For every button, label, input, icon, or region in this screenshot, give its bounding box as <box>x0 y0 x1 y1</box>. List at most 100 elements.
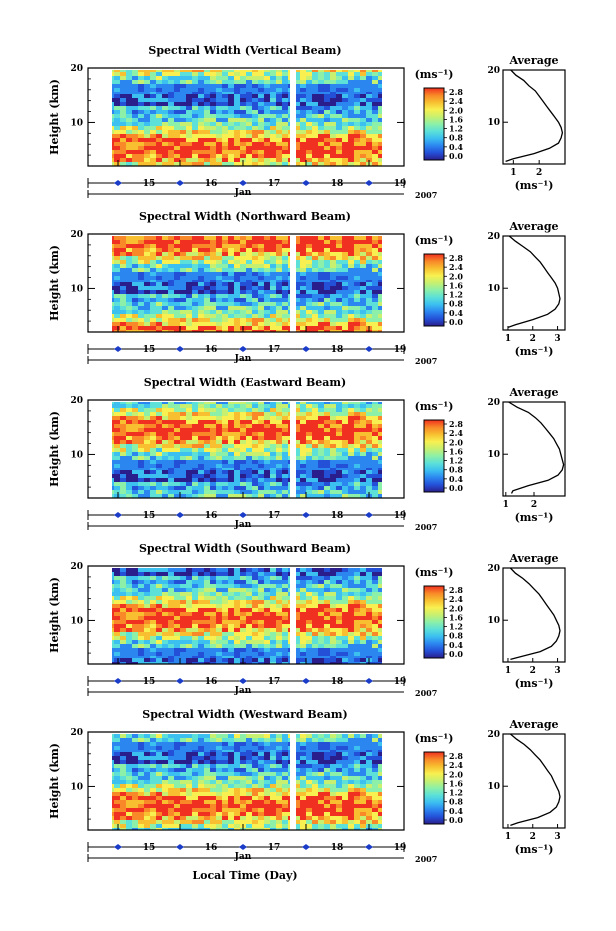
average-title: Average <box>508 552 558 565</box>
day-tick-marker <box>365 678 373 684</box>
day-label: 19 <box>394 843 407 853</box>
colorbar <box>423 419 445 493</box>
average-x-label: (ms⁻¹) <box>515 843 554 856</box>
average-x-tick-label: 1 <box>510 168 516 178</box>
colorbar-tick-label: 0.4 <box>449 806 463 816</box>
colorbar-tick-label: 0.4 <box>449 142 463 152</box>
colorbar-tick-label: 0.8 <box>449 299 463 309</box>
y-tick-label: 10 <box>70 450 83 460</box>
y-axis-label: Height (km) <box>48 411 61 487</box>
average-x-tick-label: 1 <box>505 832 511 842</box>
colorbar-tick-label: 0.4 <box>449 640 463 650</box>
colorbar-tick-label: 0.4 <box>449 474 463 484</box>
day-tick-marker <box>365 512 373 518</box>
colorbar-tick-label: 0.0 <box>449 483 463 493</box>
average-x-tick-label: 3 <box>554 666 560 676</box>
day-label: 18 <box>331 843 344 853</box>
y-tick-label: 10 <box>70 118 83 128</box>
day-label: 16 <box>205 843 218 853</box>
day-tick-marker <box>239 180 247 186</box>
day-tick-marker <box>365 844 373 850</box>
average-frame <box>502 69 566 165</box>
day-label: 17 <box>268 677 281 687</box>
average-x-tick-label: 3 <box>554 832 560 842</box>
average-x-label: (ms⁻¹) <box>515 345 554 358</box>
y-axis-label: Height (km) <box>48 577 61 653</box>
colorbar-tick-label: 0.4 <box>449 308 463 318</box>
day-label: 16 <box>205 677 218 687</box>
day-tick-marker <box>239 346 247 352</box>
colorbar-tick-label: 2.0 <box>449 437 463 447</box>
colorbar <box>423 585 445 659</box>
colorbar-tick-label: 2.0 <box>449 105 463 115</box>
colorbar-tick-label: 2.8 <box>449 751 463 761</box>
average-profile-line <box>507 235 561 329</box>
average-y-tick-label: 20 <box>487 232 500 242</box>
day-label: 16 <box>205 345 218 355</box>
average-profile-line <box>508 401 565 494</box>
day-tick-marker <box>239 844 247 850</box>
day-label: 16 <box>205 511 218 521</box>
colorbar-tick-label: 0.0 <box>449 317 463 327</box>
colorbar-tick-label: 1.2 <box>449 788 463 798</box>
colorbar-tick-label: 0.0 <box>449 649 463 659</box>
day-label: 17 <box>268 843 281 853</box>
y-axis-label: Height (km) <box>48 743 61 819</box>
colorbar-tick-label: 2.8 <box>449 253 463 263</box>
colorbar-tick-label: 2.4 <box>449 594 463 604</box>
day-label: 16 <box>205 179 218 189</box>
day-tick-marker <box>302 678 310 684</box>
year-label: 2007 <box>415 854 437 864</box>
y-tick-label: 20 <box>70 230 83 240</box>
colorbar-tick-label: 2.8 <box>449 87 463 97</box>
average-x-label: (ms⁻¹) <box>515 179 554 192</box>
day-label: 19 <box>394 179 407 189</box>
data-gap <box>290 566 296 664</box>
year-label: 2007 <box>415 688 437 698</box>
y-tick-label: 20 <box>70 64 83 74</box>
colorbar-tick-label: 2.4 <box>449 262 463 272</box>
colorbar-tick-label: 1.2 <box>449 456 463 466</box>
day-label: 19 <box>394 345 407 355</box>
colorbar-tick-label: 0.8 <box>449 631 463 641</box>
average-frame <box>502 235 566 331</box>
colorbar-tick-label: 2.0 <box>449 271 463 281</box>
y-tick-label: 20 <box>70 562 83 572</box>
beam-panel: Spectral Width (Northward Beam) 20 10 Heigh… <box>48 210 566 366</box>
panel-title: Spectral Width (Eastward Beam) <box>144 376 346 389</box>
average-x-label: (ms⁻¹) <box>515 677 554 690</box>
panel-title: Spectral Width (Vertical Beam) <box>148 44 341 57</box>
day-tick-marker <box>114 844 122 850</box>
average-frame <box>502 567 566 663</box>
average-title: Average <box>508 220 558 233</box>
day-tick-marker <box>114 180 122 186</box>
colorbar <box>423 87 445 161</box>
average-profile-line <box>509 733 561 827</box>
beam-panel: Spectral Width (Southward Beam) 20 10 Heigh… <box>48 542 566 698</box>
average-x-tick-label: 1 <box>503 500 509 510</box>
day-tick-marker <box>114 346 122 352</box>
colorbar-tick-label: 1.6 <box>449 114 463 124</box>
average-frame <box>502 733 566 829</box>
day-label: 15 <box>143 345 156 355</box>
colorbar-tick-label: 0.0 <box>449 815 463 825</box>
colorbar-unit: (ms⁻¹) <box>415 732 454 745</box>
y-tick-label: 10 <box>70 782 83 792</box>
colorbar-unit: (ms⁻¹) <box>415 68 454 81</box>
spectral-width-heatmap <box>112 734 382 830</box>
year-label: 2007 <box>415 190 437 200</box>
day-label: 17 <box>268 345 281 355</box>
day-tick-marker <box>365 180 373 186</box>
colorbar-tick-label: 2.8 <box>449 419 463 429</box>
beam-panel: Spectral Width (Vertical Beam) 20 10 Height… <box>48 44 566 200</box>
day-label: 18 <box>331 677 344 687</box>
day-tick-marker <box>176 346 184 352</box>
colorbar-tick-label: 0.8 <box>449 133 463 143</box>
average-title: Average <box>508 54 558 67</box>
y-tick-label: 10 <box>70 616 83 626</box>
spectral-width-heatmap <box>112 402 382 498</box>
colorbar-tick-label: 1.2 <box>449 290 463 300</box>
day-label: 19 <box>394 677 407 687</box>
day-label: 17 <box>268 179 281 189</box>
day-tick-marker <box>176 844 184 850</box>
